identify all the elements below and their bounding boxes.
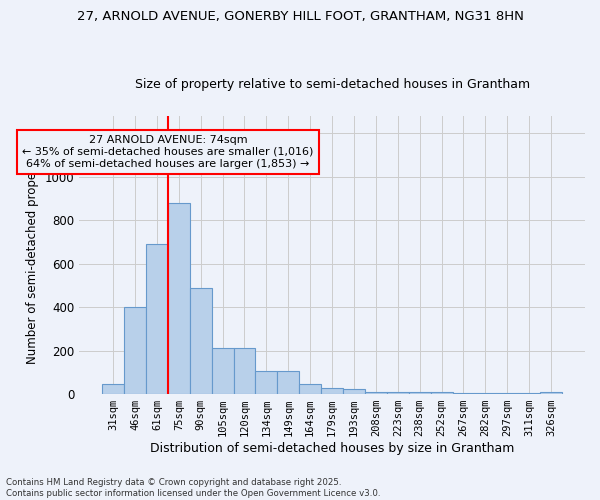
Bar xyxy=(277,372,299,394)
Bar xyxy=(365,392,387,394)
Text: Contains HM Land Registry data © Crown copyright and database right 2025.
Contai: Contains HM Land Registry data © Crown c… xyxy=(6,478,380,498)
Bar xyxy=(540,392,562,394)
X-axis label: Distribution of semi-detached houses by size in Grantham: Distribution of semi-detached houses by … xyxy=(150,442,514,455)
Bar xyxy=(233,348,256,394)
Bar xyxy=(146,244,168,394)
Bar xyxy=(102,384,124,394)
Bar xyxy=(431,392,452,394)
Bar xyxy=(124,307,146,394)
Text: 27, ARNOLD AVENUE, GONERBY HILL FOOT, GRANTHAM, NG31 8HN: 27, ARNOLD AVENUE, GONERBY HILL FOOT, GR… xyxy=(77,10,523,23)
Bar xyxy=(168,202,190,394)
Text: 27 ARNOLD AVENUE: 74sqm
← 35% of semi-detached houses are smaller (1,016)
64% of: 27 ARNOLD AVENUE: 74sqm ← 35% of semi-de… xyxy=(22,136,314,168)
Bar xyxy=(518,393,540,394)
Bar xyxy=(452,393,475,394)
Bar xyxy=(299,384,321,394)
Bar xyxy=(212,348,233,394)
Bar xyxy=(256,372,277,394)
Bar xyxy=(475,393,496,394)
Title: Size of property relative to semi-detached houses in Grantham: Size of property relative to semi-detach… xyxy=(134,78,530,91)
Bar xyxy=(190,288,212,394)
Bar xyxy=(343,388,365,394)
Bar xyxy=(387,392,409,394)
Bar xyxy=(321,388,343,394)
Bar xyxy=(496,393,518,394)
Y-axis label: Number of semi-detached properties: Number of semi-detached properties xyxy=(26,146,39,364)
Bar xyxy=(409,392,431,394)
